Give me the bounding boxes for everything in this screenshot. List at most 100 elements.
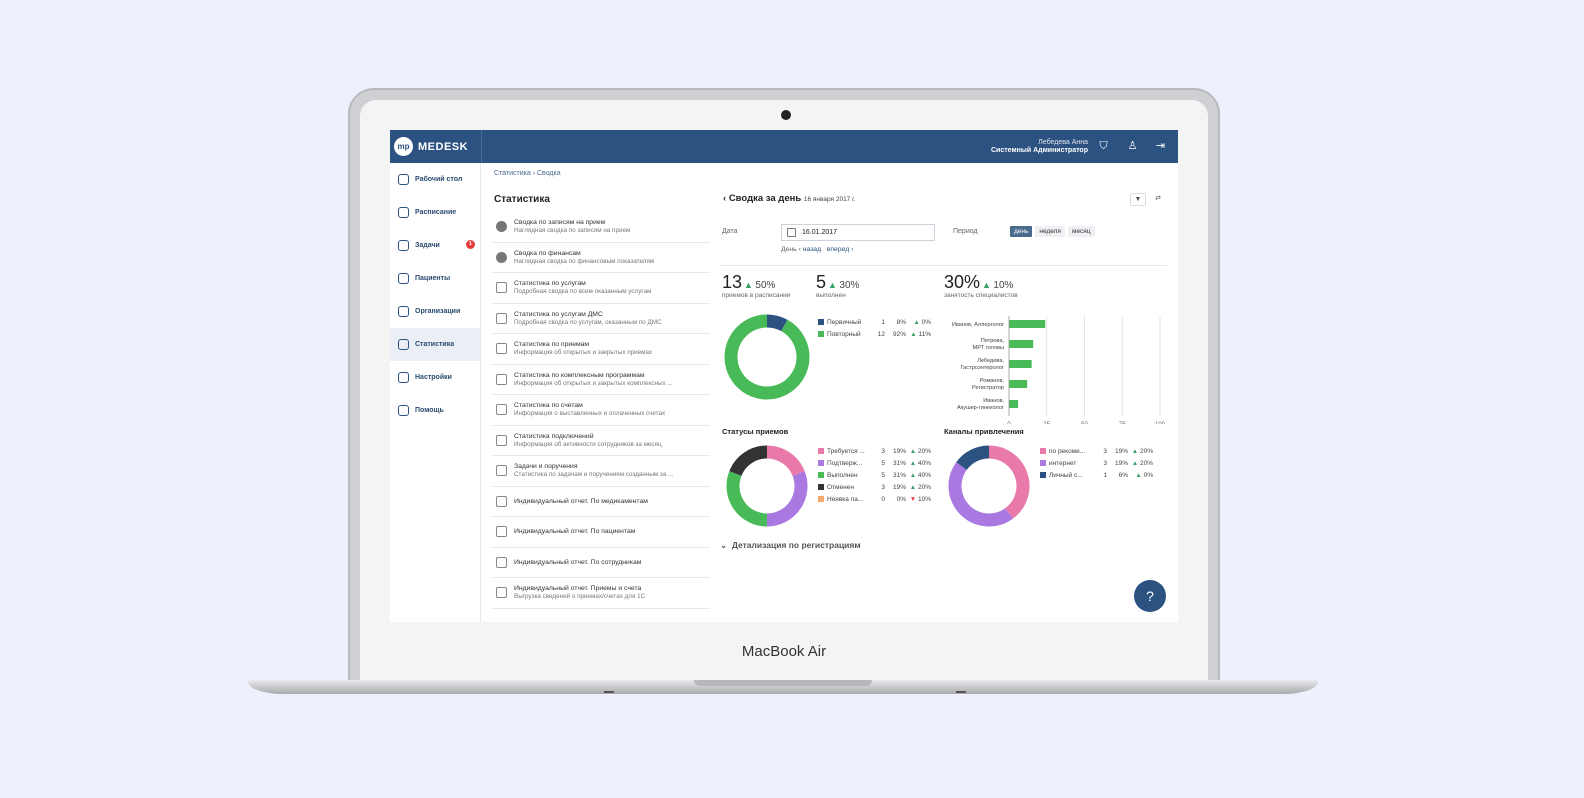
legend-swatch	[1040, 448, 1046, 454]
report-item[interactable]: Сводка по записям на прием Наглядная свод…	[492, 212, 710, 243]
report-item[interactable]: Индивидуальный отчет. По медикаментам	[492, 487, 710, 517]
report-text: Индивидуальный отчет. По пациентам	[514, 527, 635, 536]
date-value: 16.01.2017	[802, 229, 838, 236]
legend-row[interactable]: Повторный 12 92% ▲ 11%	[818, 328, 931, 340]
period-label: Период	[953, 228, 978, 235]
statuses-title: Статусы приемов	[722, 427, 789, 436]
donut-slice[interactable]	[956, 445, 990, 471]
logo-mark: mp	[394, 137, 413, 156]
sidebar-item[interactable]: Помощь	[390, 394, 480, 427]
donut-slice[interactable]	[948, 462, 1013, 527]
kpi-block: 5 30%выполнен	[816, 272, 859, 299]
help-button[interactable]: ?	[1134, 580, 1166, 612]
legend-row[interactable]: по рекоме... 3 19% ▲ 20%	[1040, 445, 1153, 457]
category-label: Петрова,	[981, 338, 1005, 344]
legend-swatch	[818, 460, 824, 466]
legend-change-value: 20%	[917, 447, 931, 455]
detail-toggle[interactable]: ⌄ Детализация по регистрациям	[720, 540, 861, 551]
report-item[interactable]: Статистика по счетам Информация о выставл…	[492, 395, 710, 426]
donut-slice[interactable]	[729, 445, 768, 477]
laptop-base	[248, 680, 1318, 694]
laptop-notch	[694, 680, 872, 686]
period-1-button[interactable]: неделя	[1035, 226, 1065, 237]
legend-row[interactable]: Личный с... 1 6% ▲ 0%	[1040, 469, 1153, 481]
statuses-legend: Требуется ... 3 19% ▲ 20% Подтверж... 5 31% ▲ 4…	[818, 445, 931, 505]
sidebar-item[interactable]: Расписание	[390, 196, 480, 229]
user-info[interactable]: Лебедева Анна Системный Администратор	[991, 139, 1088, 155]
report-item[interactable]: Сводка по финансам Наглядная сводка по фи…	[492, 243, 710, 273]
legend-row[interactable]: Требуется ... 3 19% ▲ 20%	[818, 445, 931, 457]
bar[interactable]	[1009, 400, 1019, 408]
sidebar-item[interactable]: Статистика	[390, 328, 480, 361]
sidebar-item[interactable]: Настройки	[390, 361, 480, 394]
back-link[interactable]: ‹ назад	[798, 246, 822, 253]
report-subtitle: Подробная сводка по услугам, оказанным п…	[514, 318, 662, 326]
kpi-caption: приемов в расписании	[722, 292, 791, 299]
report-item[interactable]: Статистика по услугам ДМС Подробная сводк…	[492, 304, 710, 334]
filter-button[interactable]: ▼	[1130, 193, 1146, 206]
legend-row[interactable]: Подтверж... 5 31% ▲ 40%	[818, 457, 931, 469]
legend-row[interactable]: интернет 3 19% ▲ 20%	[1040, 457, 1153, 469]
refresh-icon[interactable]: ⇄	[1155, 195, 1161, 202]
report-subtitle: Информация об активности сотрудников за …	[514, 440, 662, 448]
breadcrumb-root[interactable]: Статистика	[494, 170, 531, 177]
bar[interactable]	[1009, 360, 1032, 368]
back-chevron-icon[interactable]: ‹	[723, 193, 729, 204]
sidebar-item-label: Помощь	[415, 407, 444, 414]
arrow-up-icon: ▲	[909, 483, 918, 491]
shield-icon[interactable]: ⛉	[1099, 140, 1108, 152]
date-input[interactable]: 16.01.2017	[781, 224, 935, 241]
report-title: Индивидуальный отчет. Приемы и счета	[514, 585, 642, 593]
period-0-button[interactable]: день	[1010, 226, 1033, 237]
donut-slice[interactable]	[766, 445, 805, 477]
chevron-right-icon: ›	[532, 170, 537, 177]
legend-name: интернет	[1049, 459, 1077, 467]
x-tick-label: 25	[1043, 422, 1050, 424]
summary-header: ‹ Сводка за день 16 января 2017 г.	[723, 193, 856, 204]
donut-slice[interactable]	[766, 471, 808, 527]
legend-row[interactable]: Неявка па... 0 0% ▼ 10%	[818, 493, 931, 505]
legend-percent: 8%	[896, 318, 906, 326]
sidebar-item-label: Настройки	[415, 374, 452, 381]
bar[interactable]	[1009, 380, 1028, 388]
report-subtitle: Информация о выставленных и оплаченных с…	[514, 410, 666, 418]
bar[interactable]	[1009, 320, 1046, 328]
day-label: День	[781, 246, 797, 253]
bar[interactable]	[1009, 340, 1034, 348]
report-item[interactable]: Задачи и поручения Статистика по задачам …	[492, 456, 710, 487]
report-title: Статистика по услугам ДМС	[514, 310, 603, 318]
report-text: Статистика подключений Информация об акти…	[514, 432, 662, 449]
donut-slice[interactable]	[766, 314, 788, 332]
calendar-icon[interactable]	[787, 228, 796, 237]
donut-slice[interactable]	[724, 314, 810, 400]
sidebar-item[interactable]: Рабочий стол	[390, 163, 480, 196]
forward-link[interactable]: вперед ›	[826, 246, 854, 253]
report-item[interactable]: Статистика по комплексным программам Инфо…	[492, 365, 710, 395]
donut-slice[interactable]	[988, 445, 1030, 519]
report-item[interactable]: Статистика по услугам Подробная сводка по…	[492, 273, 710, 304]
sidebar-item[interactable]: Пациенты	[390, 262, 480, 295]
report-item[interactable]: Статистика подключений Информация об акти…	[492, 426, 710, 456]
legend-row[interactable]: Выполнен 5 31% ▲ 40%	[818, 469, 931, 481]
period-2-button[interactable]: месяц	[1067, 226, 1095, 237]
category-label: Лебедева,	[977, 358, 1004, 364]
legend-count: 1	[1103, 471, 1107, 479]
legend-row[interactable]: Отменен 3 19% ▲ 20%	[818, 481, 931, 493]
report-text: Статистика по услугам Подробная сводка по…	[514, 279, 651, 296]
donut-slice[interactable]	[726, 471, 768, 527]
logout-icon[interactable]: ⇥	[1155, 140, 1166, 152]
logo[interactable]: mp MEDESK	[394, 137, 468, 156]
report-item[interactable]: Статистика по приемам Информация об откры…	[492, 334, 710, 365]
report-item[interactable]: Индивидуальный отчет. По сотрудникам	[492, 548, 710, 578]
divider	[720, 265, 1167, 266]
sidebar-item[interactable]: Задачи 1	[390, 229, 480, 262]
specialists-bar-chart: 0 25 50 75 100 Иванов, Аллерголог Петрова,МРТ …	[952, 316, 1166, 424]
legend-change: ▲ 20%	[909, 448, 931, 455]
legend-row[interactable]: Первичный 1 8% ▲ 0%	[818, 316, 931, 328]
arrow-up-icon: ▲	[913, 318, 922, 326]
sidebar-item-label: Задачи	[415, 242, 440, 249]
report-item[interactable]: Индивидуальный отчет. По пациентам	[492, 517, 710, 548]
user-icon[interactable]: ♙	[1127, 140, 1138, 152]
report-item[interactable]: Индивидуальный отчет. Приемы и счета Выгр…	[492, 578, 710, 609]
sidebar-item[interactable]: Организации	[390, 295, 480, 328]
